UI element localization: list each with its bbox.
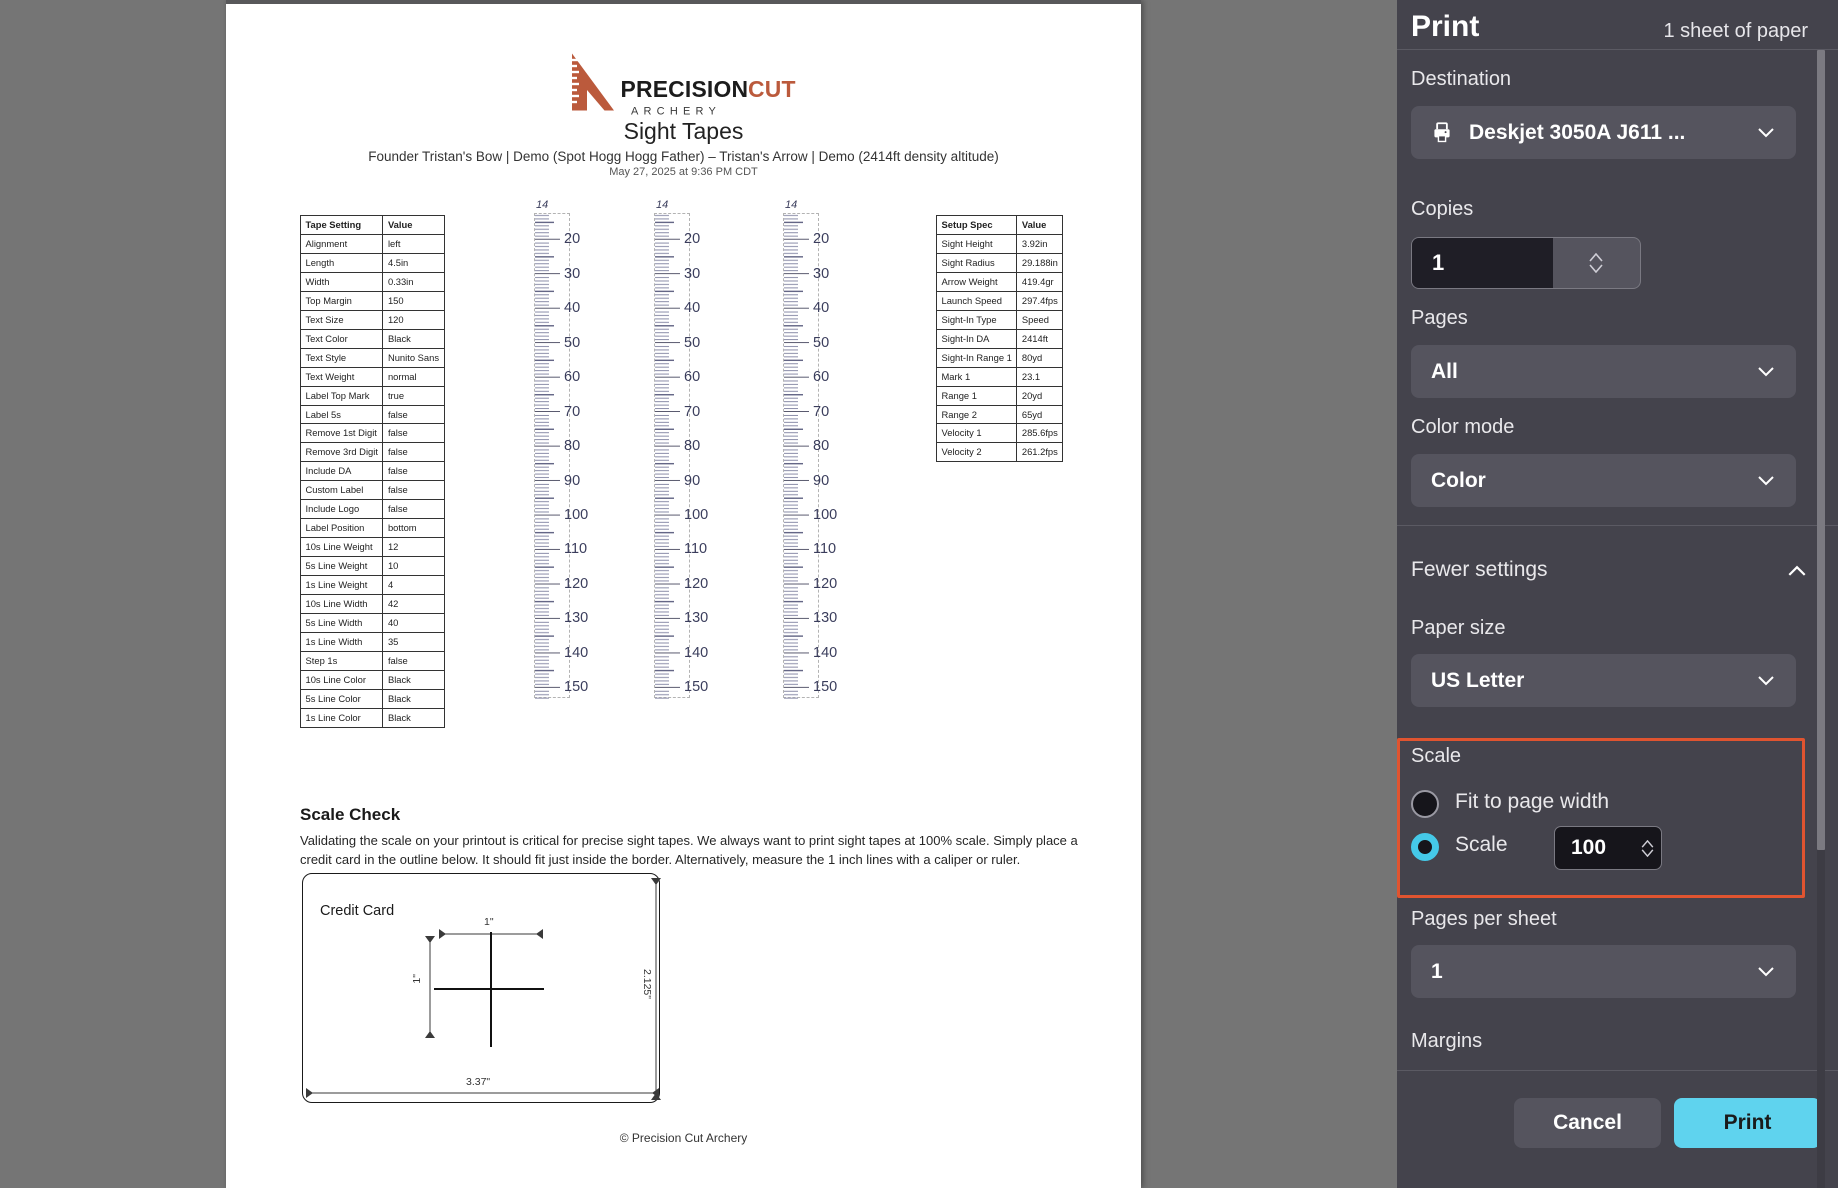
svg-text:CUT: CUT <box>748 76 796 102</box>
svg-text:ARCHERY: ARCHERY <box>631 106 721 116</box>
svg-text:PRECISION: PRECISION <box>621 76 749 102</box>
